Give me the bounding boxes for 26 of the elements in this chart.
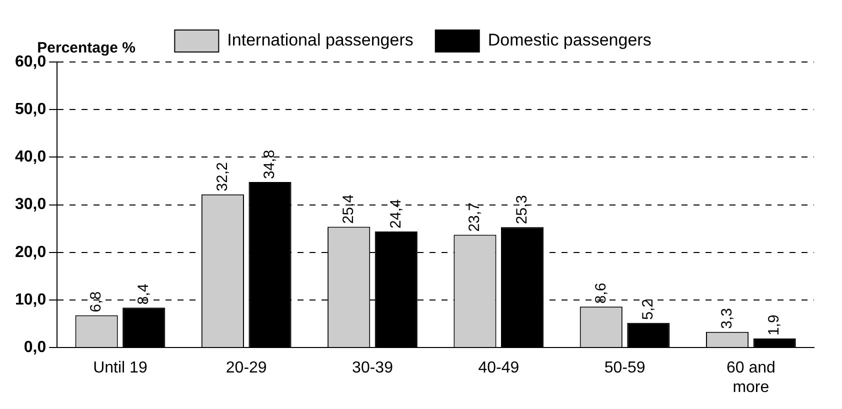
data-label: 24,4 [387,199,404,228]
data-label: 34,8 [261,150,278,179]
y-tick-label: 10,0 [15,291,46,308]
y-tick-label: 0,0 [24,339,46,356]
data-label: 25,3 [513,194,530,224]
y-tick-label: 30,0 [15,196,46,214]
data-label: 5,2 [640,298,657,320]
x-tick-label: 50-59 [604,360,646,377]
x-tick-label: 60 and more [726,360,776,396]
legend-label: International passengers [227,30,414,50]
legend-label: Domestic passengers [488,30,652,50]
data-label: 25,4 [340,194,357,224]
y-tick-label: 20,0 [15,244,46,261]
x-tick-label: Until 19 [93,360,148,377]
data-label: 8,4 [135,284,152,305]
y-tick-label: 50,0 [15,101,46,118]
data-label: 3,3 [718,308,736,329]
y-tick-label: 40,0 [15,148,46,166]
data-label: 8,6 [592,282,610,304]
data-label: 32,2 [214,162,231,192]
x-tick-label: 20-29 [226,360,267,377]
x-tick-label: 30-39 [352,360,394,377]
data-label: 6,8 [88,291,105,312]
x-tick-label: 40-49 [478,360,520,377]
data-label: 23,7 [466,202,484,232]
data-label: 1,9 [766,314,783,336]
